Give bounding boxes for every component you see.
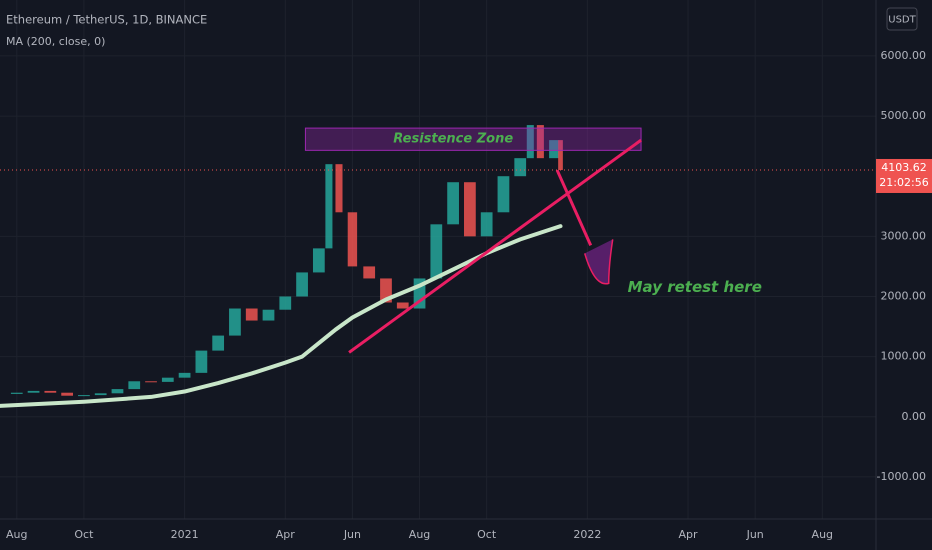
candle (262, 309, 275, 321)
x-tick-label: Apr (276, 528, 296, 541)
x-tick-label: Jun (343, 528, 361, 541)
grid (0, 0, 876, 519)
candle (464, 182, 476, 237)
arrow-line (555, 169, 593, 246)
y-tick-label: -1000.00 (877, 470, 926, 483)
candle (78, 395, 90, 397)
candle (229, 308, 241, 336)
candle (325, 164, 333, 249)
x-tick-label: Aug (812, 528, 833, 541)
last-price-label: 4103.62 (881, 161, 927, 174)
candle (380, 278, 392, 303)
candle (195, 350, 208, 373)
y-tick-label: 0.00 (902, 410, 927, 423)
countdown-label: 21:02:56 (879, 176, 928, 189)
candle (430, 224, 443, 279)
trend-line (348, 138, 642, 354)
x-tick-label: Aug (6, 528, 27, 541)
candle (363, 266, 376, 279)
annotation-label: May retest here (628, 278, 762, 296)
candle (296, 272, 308, 297)
arrow-head (583, 239, 614, 285)
candle (396, 302, 409, 309)
ma-line (0, 224, 563, 408)
candle (312, 248, 325, 273)
y-tick-label: 1000.00 (881, 350, 927, 363)
y-tick-label: 5000.00 (881, 109, 927, 122)
candle (514, 158, 527, 177)
candle (549, 140, 559, 159)
zone-label: Resistence Zone (393, 132, 513, 147)
x-tick-label: Oct (74, 528, 94, 541)
candle (279, 296, 292, 310)
candle (44, 390, 57, 393)
indicator-legend: MA (200, close, 0) (6, 35, 105, 48)
candle (212, 335, 225, 351)
candle (447, 182, 459, 225)
x-tick-label: 2021 (171, 528, 199, 541)
y-tick-label: 2000.00 (881, 289, 927, 302)
candle (94, 393, 107, 396)
resistance-zone (304, 127, 642, 151)
candle (413, 278, 426, 309)
x-tick-label: 2022 (573, 528, 601, 541)
candle (347, 212, 358, 267)
x-tick-label: Oct (477, 528, 497, 541)
last-price-box (876, 158, 932, 193)
candle (536, 125, 544, 159)
axes: 6000.00 5000.00 3000.00 2000.00 1000.00 0.00 -… (6, 49, 932, 541)
candle (245, 308, 258, 321)
candle (335, 164, 343, 213)
x-tick-label: Aug (409, 528, 430, 541)
chart-title: Ethereum / TetherUS, 1D, BINANCE (6, 13, 207, 27)
x-tick-label: Apr (679, 528, 699, 541)
plot-area: Resistence Zone May retest here (0, 125, 876, 408)
candle (480, 212, 493, 237)
candle (61, 392, 73, 396)
y-tick-label: 3000.00 (881, 229, 927, 242)
candle (128, 381, 141, 390)
x-tick-label: Jun (746, 528, 764, 541)
candle (178, 372, 191, 378)
candle (10, 392, 23, 394)
y-tick-label: 6000.00 (881, 49, 927, 62)
candle (145, 381, 157, 383)
candle (111, 389, 124, 394)
candle (27, 390, 40, 393)
currency-label[interactable]: USDT (888, 15, 916, 26)
candle (558, 140, 563, 170)
currency-button[interactable] (886, 7, 918, 31)
candle (526, 125, 534, 159)
candle (497, 176, 510, 213)
candle (161, 377, 174, 382)
